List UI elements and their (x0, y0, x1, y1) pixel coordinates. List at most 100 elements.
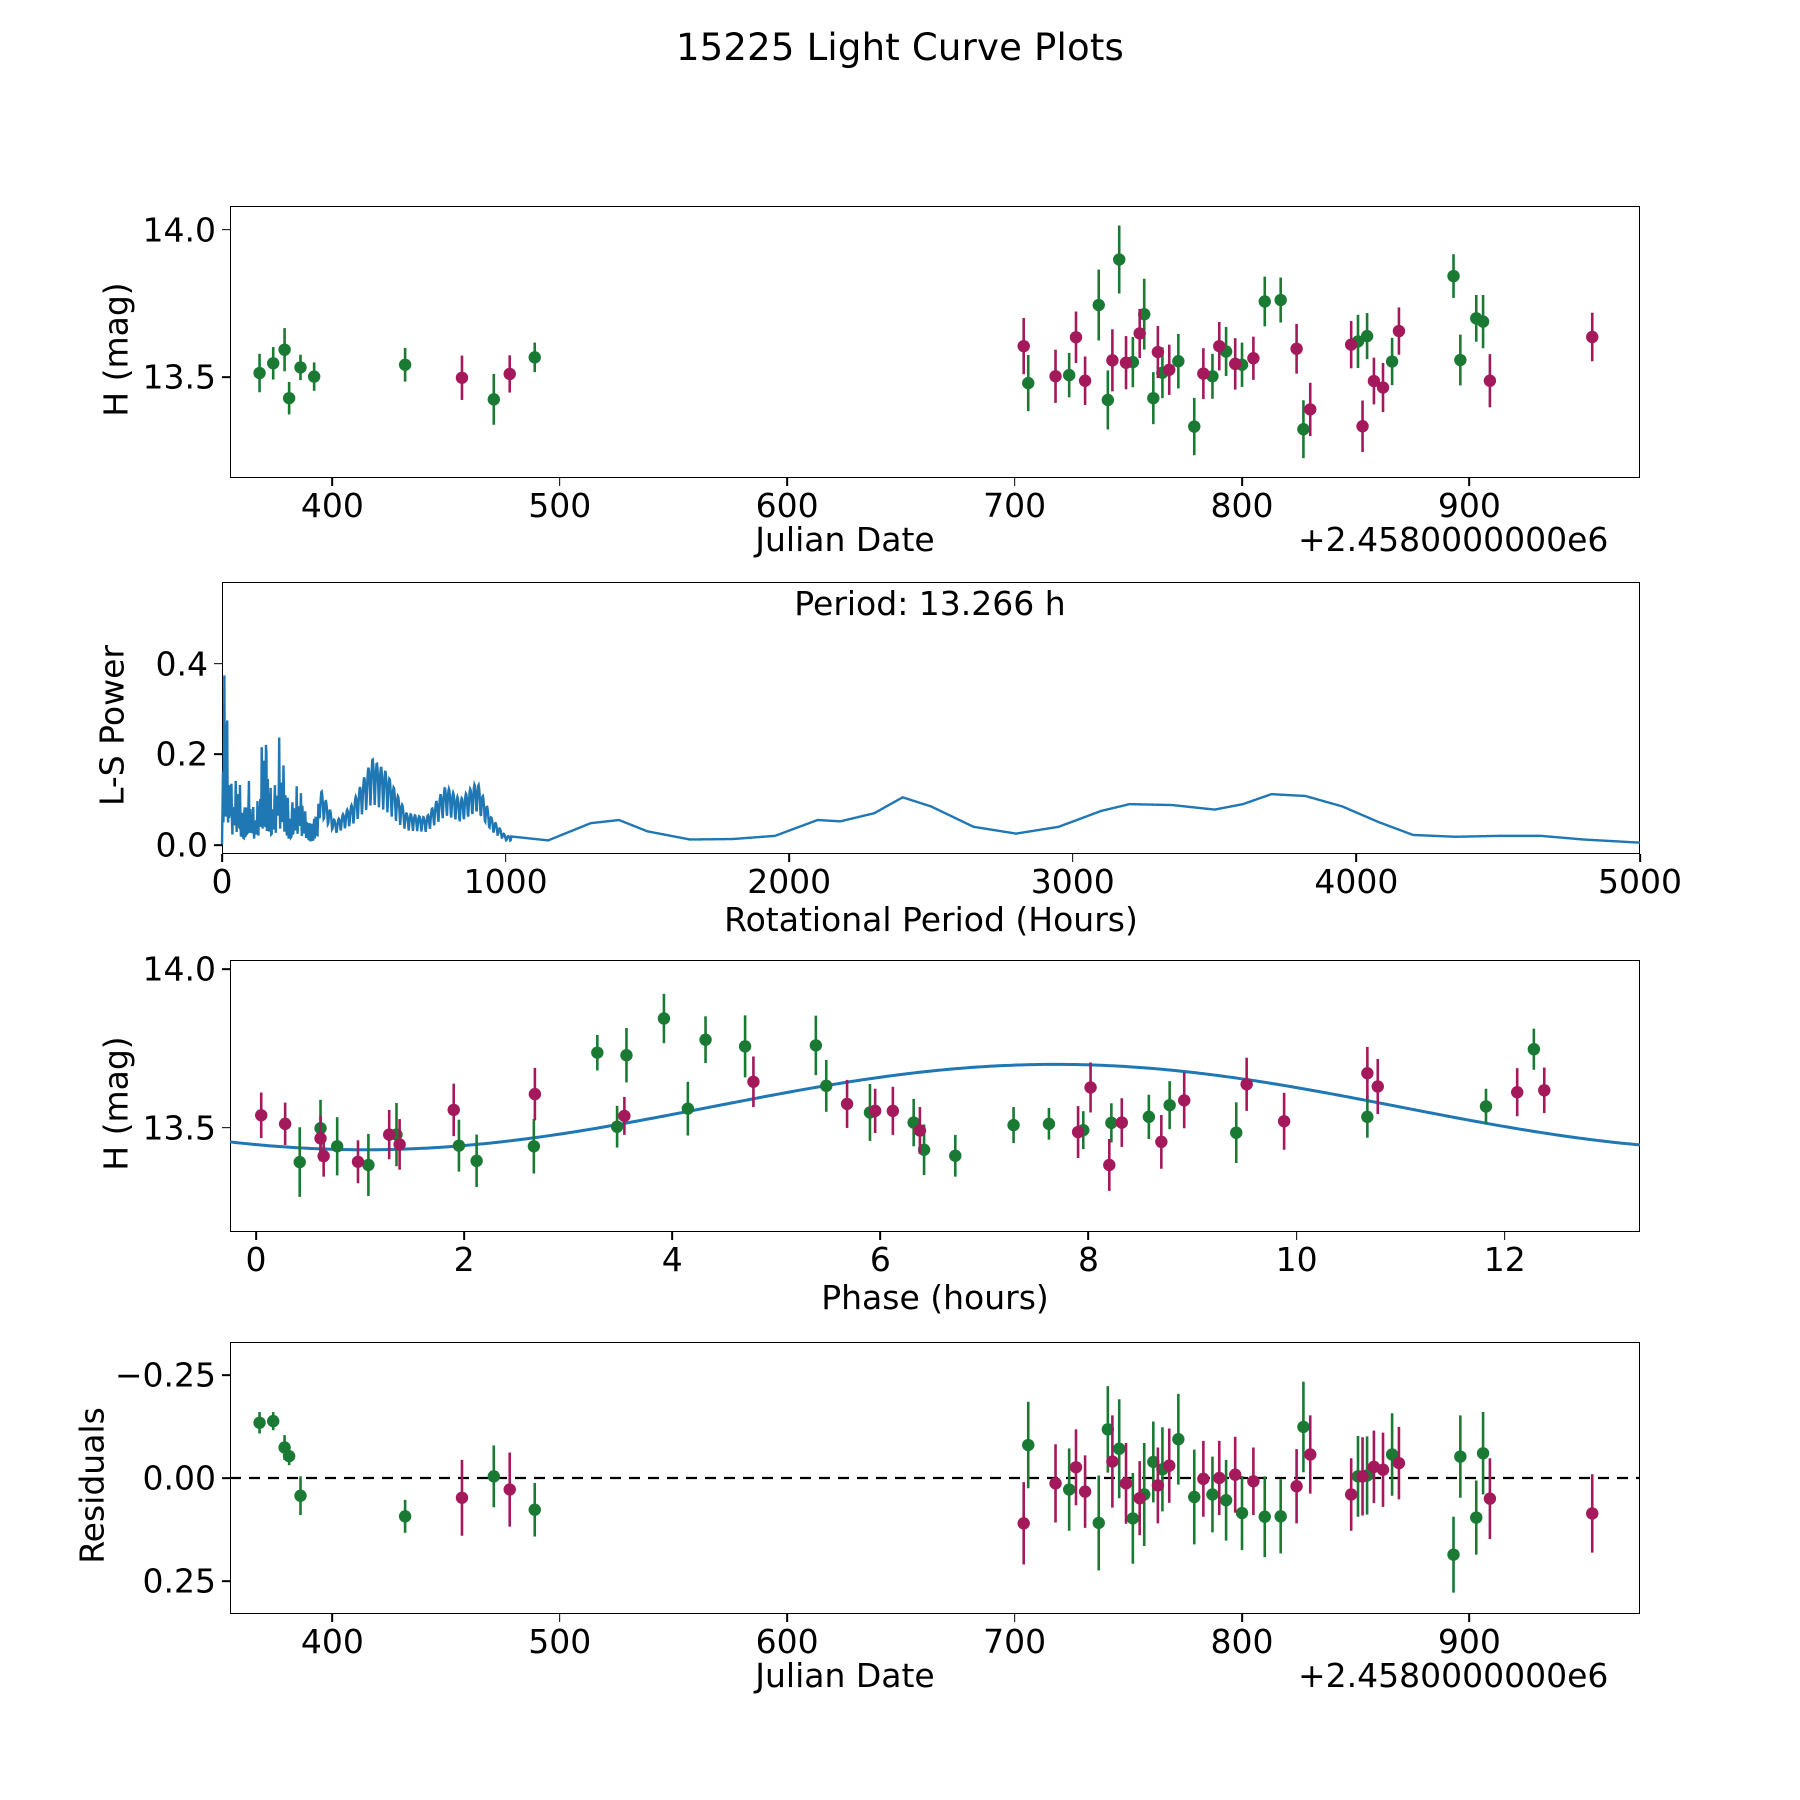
data-point (1151, 345, 1165, 359)
ytick-residuals-0: 0.25 (142, 1561, 216, 1601)
data-point (1586, 1507, 1599, 1520)
data-point (1304, 1448, 1317, 1461)
data-point (1476, 1447, 1490, 1460)
data-point (452, 1139, 466, 1152)
periodogram-title: Period: 13.266 h (794, 584, 1066, 623)
data-point (747, 1075, 760, 1088)
data-point (330, 1140, 344, 1153)
tick-mark (463, 1232, 465, 1240)
tick-mark (214, 753, 222, 756)
data-point (1133, 327, 1146, 340)
tick-mark (331, 1614, 334, 1622)
tick-mark (222, 968, 230, 971)
periodogram-line (220, 675, 1641, 845)
ytick-periodogram-2: 0.4 (155, 644, 208, 684)
data-point (1385, 355, 1399, 368)
data-point (1049, 370, 1062, 383)
panel-light-curve (230, 206, 1640, 478)
phase-folded-plot-area (229, 993, 1641, 1197)
data-point (620, 1049, 633, 1062)
ytick-periodogram-0: 0.0 (155, 825, 208, 865)
data-point (618, 1109, 631, 1123)
data-point (1483, 374, 1497, 387)
tick-mark (331, 478, 334, 486)
xtick-phasefold-4: 8 (1077, 1240, 1099, 1279)
tick-mark (1071, 854, 1074, 862)
data-point (455, 1491, 469, 1504)
axis-offset-residuals: +2.4580000000e6 (1298, 1656, 1609, 1695)
data-point (886, 1104, 900, 1118)
data-point (1297, 1420, 1310, 1434)
data-point (1163, 363, 1176, 376)
data-point (317, 1149, 330, 1163)
data-point (840, 1097, 854, 1111)
xtick-lightcurve-2: 600 (755, 486, 819, 525)
data-point (1361, 1110, 1374, 1124)
data-point (528, 1503, 541, 1516)
data-point (383, 1128, 396, 1141)
xtick-periodogram-5: 5000 (1598, 862, 1682, 901)
periodogram-plot-area (220, 675, 1641, 845)
data-point (1042, 1117, 1056, 1131)
tick-mark (214, 844, 222, 846)
data-point (1361, 1067, 1374, 1080)
ytick-phasefold-1: 13.5 (142, 1108, 216, 1148)
data-point (1017, 339, 1030, 353)
data-point (1454, 1450, 1467, 1463)
data-point (1356, 420, 1369, 433)
tick-mark (1639, 854, 1641, 862)
data-point (1247, 352, 1260, 365)
data-point (282, 391, 296, 405)
data-point (1479, 1100, 1493, 1113)
data-point (503, 1483, 516, 1496)
data-point (278, 343, 291, 356)
data-point (1062, 368, 1076, 382)
tick-mark (879, 1232, 882, 1240)
tick-mark (788, 854, 791, 862)
data-point (699, 1033, 712, 1046)
data-point (1297, 423, 1310, 436)
series-magenta (455, 1415, 1599, 1565)
data-point (1447, 1548, 1460, 1561)
data-point (253, 366, 266, 380)
data-point (1274, 293, 1287, 307)
data-point (255, 1109, 268, 1122)
data-point (351, 1155, 365, 1168)
tick-mark (1355, 854, 1358, 862)
axis-label-x-phasefold: Phase (hours) (821, 1278, 1049, 1317)
residuals-plot-area (230, 1381, 1640, 1593)
tick-mark (1013, 1614, 1016, 1622)
series-green (293, 993, 1541, 1197)
tick-mark (1013, 478, 1016, 486)
tick-mark (786, 1614, 789, 1622)
data-point (1483, 1492, 1497, 1505)
data-point (1258, 295, 1271, 308)
data-point (1376, 381, 1390, 394)
data-point (1172, 1433, 1185, 1446)
data-point (1022, 376, 1035, 390)
axis-label-x-periodogram: Rotational Period (Hours) (724, 900, 1138, 939)
data-point (1290, 342, 1303, 355)
data-point (1151, 1479, 1165, 1492)
data-point (1078, 1485, 1092, 1498)
data-point (591, 1046, 604, 1059)
tick-mark (1468, 478, 1471, 486)
data-point (820, 1079, 833, 1093)
xtick-lightcurve-4: 800 (1210, 486, 1274, 525)
data-point (1228, 1468, 1242, 1481)
data-point (527, 1140, 541, 1153)
tick-mark (221, 854, 223, 862)
xtick-residuals-0: 400 (300, 1622, 364, 1661)
panel-phase-folded (229, 960, 1641, 1232)
data-point (1230, 1126, 1243, 1139)
sinusoidal-fit-curve (229, 1062, 1641, 1152)
xtick-residuals-5: 900 (1437, 1622, 1501, 1661)
ytick-lightcurve-1: 13.5 (142, 357, 216, 397)
data-point (1511, 1086, 1524, 1099)
xtick-phasefold-1: 2 (453, 1240, 475, 1279)
tick-mark (1503, 1232, 1506, 1240)
data-point (1447, 269, 1460, 283)
data-point (681, 1102, 695, 1115)
data-point (1105, 1116, 1118, 1130)
tick-mark (214, 662, 222, 665)
